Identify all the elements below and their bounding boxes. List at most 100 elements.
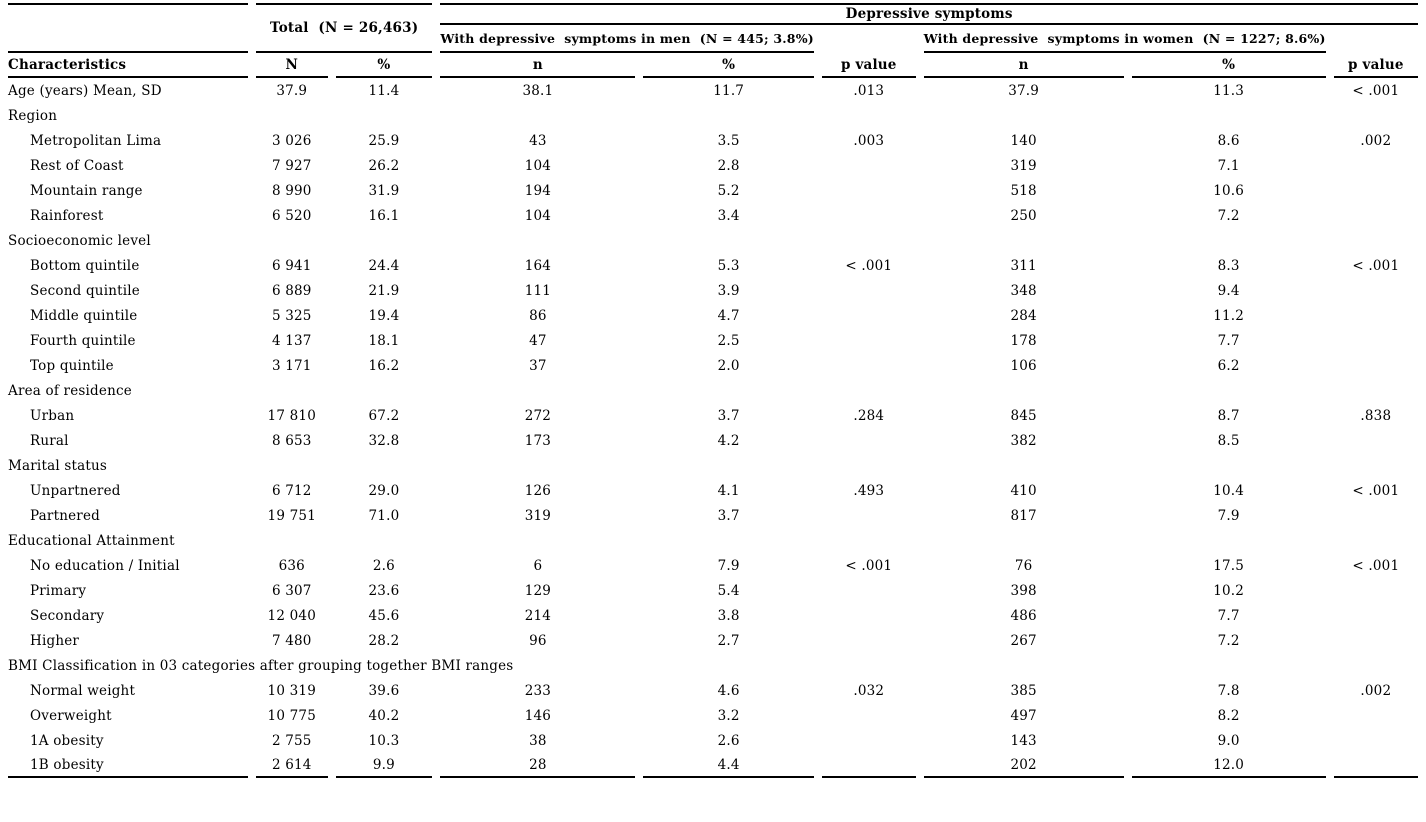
cell-value: 17 810 (267, 407, 316, 424)
cell-value (1334, 303, 1418, 328)
characteristics-spacer (8, 3, 248, 53)
cell-value: 2 614 (255, 753, 328, 778)
cell-value: 5.4 (717, 582, 740, 599)
men-group-header: With depressive symptoms in men (N = 445… (440, 25, 814, 53)
table-row: Higher 7 480 28.2 96 2.7 267 7.2 (8, 628, 1418, 653)
cell-value (1334, 278, 1418, 303)
cell-value: 164 (524, 257, 552, 274)
cell-value: 3.2 (717, 707, 740, 724)
cell-value: 31.9 (368, 182, 400, 199)
total-n-column-header: N (255, 53, 328, 78)
cell-value: 5 325 (271, 307, 312, 324)
cell-value (821, 753, 916, 778)
cell-value: 28.2 (368, 632, 400, 649)
cell-value: 8.3 (1217, 257, 1240, 274)
cell-value (1333, 753, 1418, 778)
cell-value: 25.9 (368, 132, 400, 149)
cell-value: 319 (1010, 157, 1037, 174)
cell-value: 4 137 (271, 332, 312, 349)
cell-value: 16.2 (368, 357, 400, 374)
row-label: Higher (30, 632, 80, 649)
cell-value: 38 (529, 732, 547, 749)
cell-value: 2.6 (372, 557, 395, 574)
cell-value: 398 (1010, 582, 1037, 599)
table-row: Rural 8 653 32.8 173 4.2 382 8.5 (8, 428, 1418, 453)
cell-value: 3.9 (717, 282, 740, 299)
cell-value: 3.8 (717, 607, 740, 624)
cell-value: 43 (529, 132, 547, 149)
header-group-row-2: With depressive symptoms in men (N = 445… (8, 25, 1418, 53)
cell-value: 7.8 (1217, 682, 1240, 699)
cell-value: 7.7 (1217, 332, 1240, 349)
table-row: Overweight 10 775 40.2 146 3.2 497 8.2 (8, 703, 1418, 728)
cell-value (822, 178, 916, 203)
cell-value: 19 751 (267, 507, 316, 524)
cell-value: 104 (524, 157, 552, 174)
cell-value: 518 (1010, 182, 1037, 199)
cell-value: 6 712 (271, 482, 312, 499)
cell-value: 106 (1010, 357, 1037, 374)
section-row: Region (8, 103, 1418, 128)
table-row: Primary 6 307 23.6 129 5.4 398 10.2 (8, 578, 1418, 603)
cell-value: 5.2 (717, 182, 740, 199)
cell-value (1334, 428, 1418, 453)
cell-value (1334, 728, 1418, 753)
cell-value: 3.5 (717, 132, 740, 149)
table-row: No education / Initial 636 2.6 6 7.9 < .001 76… (8, 553, 1418, 578)
row-label: Rural (30, 432, 69, 449)
table-row: Normal weight 10 319 39.6 233 4.6 .032 385 7.8.… (8, 678, 1418, 703)
cell-value: 19.4 (368, 307, 400, 324)
cell-value: 214 (524, 607, 552, 624)
cell-value: 17.5 (1213, 557, 1245, 574)
cell-value: 250 (1010, 207, 1037, 224)
cell-value: 7.9 (1217, 507, 1240, 524)
table-body: Age (years) Mean, SD 37.9 11.4 38.1 11.7 .013… (8, 78, 1418, 778)
cell-value: 202 (923, 753, 1124, 778)
column-header-row: Characteristics N % n % p value n % p va… (8, 53, 1418, 78)
cell-value: 8.2 (1217, 707, 1240, 724)
cell-value: .493 (853, 482, 885, 499)
cell-value: 382 (1010, 432, 1037, 449)
cell-value: 38.1 (522, 82, 554, 99)
cell-value: 4.2 (717, 432, 740, 449)
table-row: Fourth quintile 4 137 18.1 47 2.5 178 7.7 (8, 328, 1418, 353)
section-label: Marital status (8, 457, 107, 474)
row-label: Age (years) Mean, SD (8, 82, 162, 99)
cell-value: 348 (1010, 282, 1037, 299)
cell-value (1334, 703, 1418, 728)
men-pct-column-header: % (643, 53, 814, 78)
cell-value: 3.7 (717, 407, 740, 424)
cell-value: 37.9 (1008, 82, 1040, 99)
cell-value: 3.7 (717, 507, 740, 524)
cell-value: .002 (1360, 682, 1392, 699)
row-label: Overweight (30, 707, 112, 724)
cell-value: 18.1 (368, 332, 400, 349)
cell-value: 178 (1010, 332, 1037, 349)
row-label: Middle quintile (30, 307, 138, 324)
cell-value: 272 (524, 407, 552, 424)
cell-value: 39.6 (368, 682, 400, 699)
cell-value (822, 428, 916, 453)
women-group-header: With depressive symptoms in women (N = 1… (923, 25, 1326, 53)
cell-value: 111 (524, 282, 552, 299)
section-label: Educational Attainment (8, 532, 175, 549)
table-row: Urban 17 810 67.2 272 3.7 .284 845 8.7 .838 (8, 403, 1418, 428)
cell-value: 817 (1010, 507, 1037, 524)
row-label: Partnered (30, 507, 100, 524)
cell-value: 6.2 (1217, 357, 1240, 374)
table-row: Middle quintile 5 325 19.4 86 4.7 284 11.2 (8, 303, 1418, 328)
row-label: Bottom quintile (30, 257, 140, 274)
cell-value: 845 (1010, 407, 1037, 424)
cell-value: 311 (1010, 257, 1037, 274)
cell-value: .284 (853, 407, 885, 424)
section-label: Socioeconomic level (8, 232, 151, 249)
depressive-symptoms-header: Depressive symptoms (440, 3, 1418, 25)
cell-value: 28 (440, 753, 636, 778)
cell-value: 16.1 (368, 207, 400, 224)
table-row: Partnered 19 751 71.0 319 3.7 817 7.9 (8, 503, 1418, 528)
cell-value: 6 307 (271, 582, 312, 599)
cell-value: 3 026 (271, 132, 312, 149)
cell-value (822, 703, 916, 728)
cell-value: 96 (529, 632, 547, 649)
row-label: 1A obesity (30, 732, 104, 749)
